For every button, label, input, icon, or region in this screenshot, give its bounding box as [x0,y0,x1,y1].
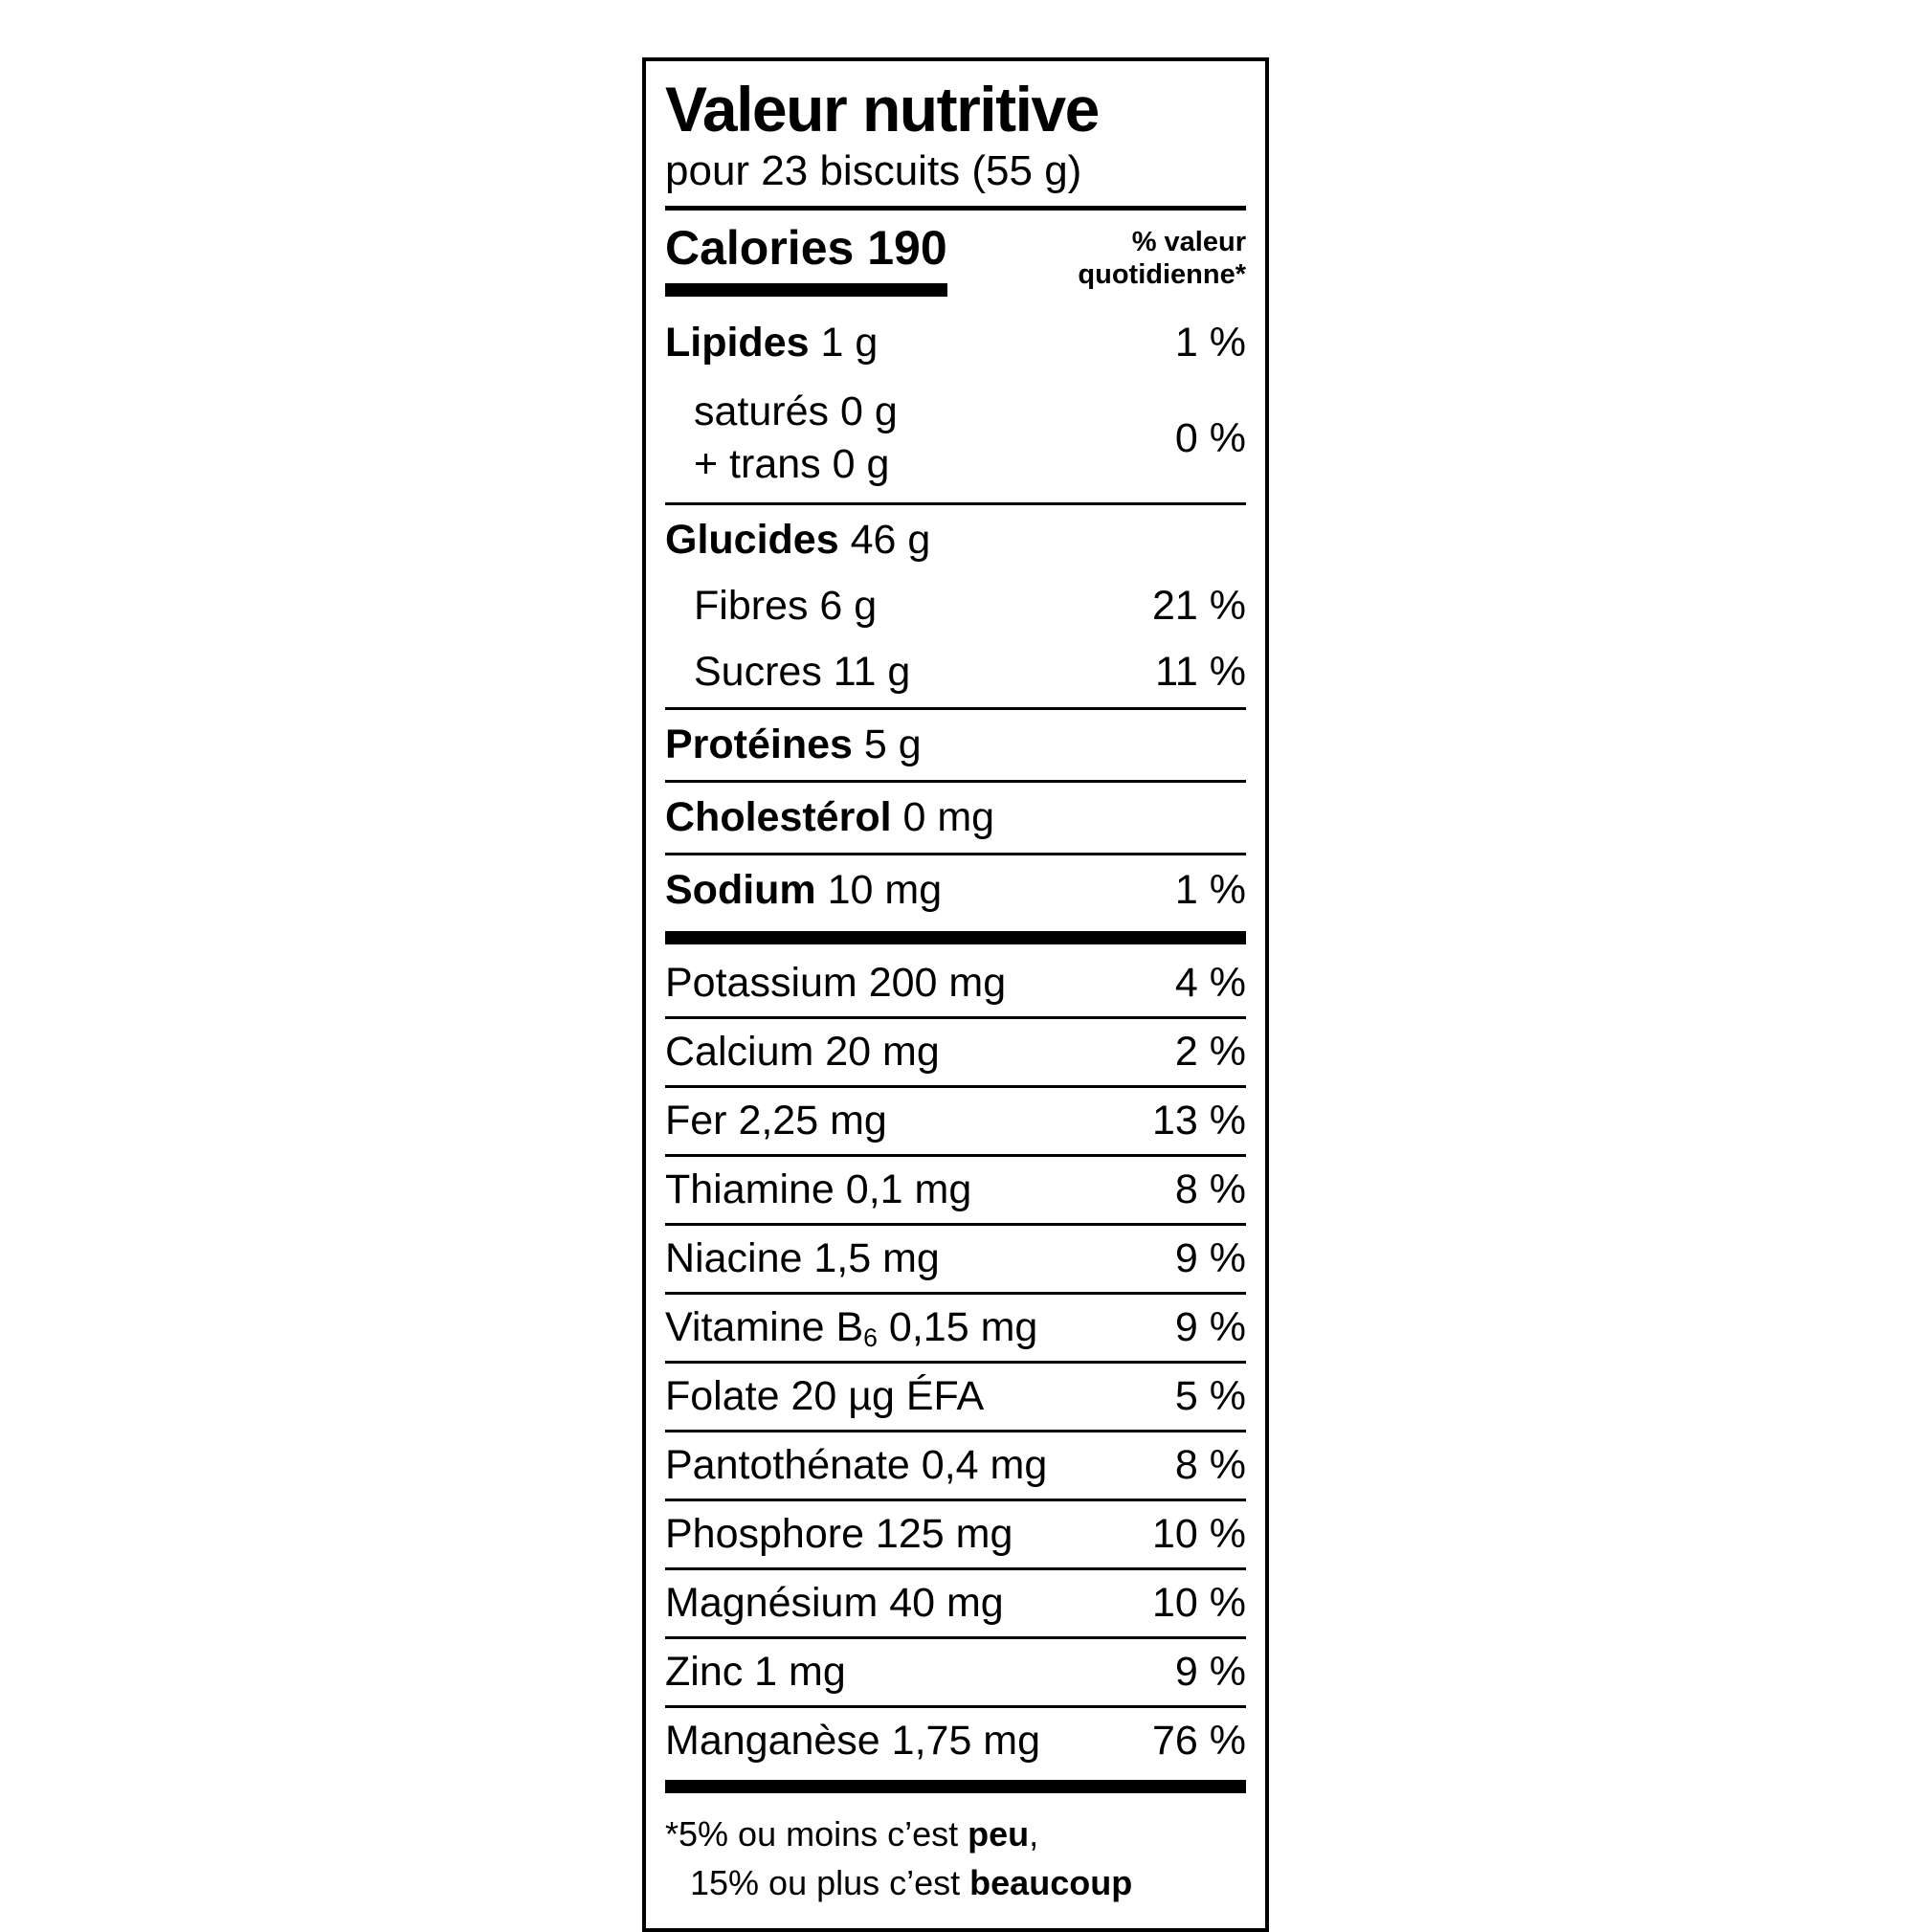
nutrient-daily-value: 1 % [1174,867,1246,914]
nutrient-name: Glucides 46 g [665,517,931,564]
nutrient-group: Cholestérol 0 mg [665,783,1246,853]
nutrient-name: Potassium 200 mg [665,960,1007,1007]
nutrient-row: Glucides 46 g [665,507,1246,573]
nutrient-daily-value: 5 % [1174,1373,1246,1420]
nutrient-row: saturés 0 g + trans 0 g 0 % [665,376,1246,500]
nutrient-daily-value: 9 % [1174,1304,1246,1351]
nutrient-row: Phosphore 125 mg 10 % [665,1501,1246,1567]
nutrient-name: Pantothénate 0,4 mg [665,1442,1048,1489]
nutrient-name: Niacine 1,5 mg [665,1235,940,1282]
nutrient-name: Phosphore 125 mg [665,1511,1013,1558]
nutrient-daily-value: 2 % [1174,1029,1246,1076]
nutrient-group: Lipides 1 g 1 % saturés 0 g + trans 0 g 0 % [665,308,1246,502]
nutrient-name: Vitamine B6 0,15 mg [665,1304,1038,1353]
label-title: Valeur nutritive [665,74,1100,144]
nutrient-row: Thiamine 0,1 mg 8 % [665,1157,1246,1223]
nutrient-row: Zinc 1 mg 9 % [665,1639,1246,1705]
nutrient-name: Sucres 11 g [694,649,911,696]
nutrient-daily-value: 11 % [1155,649,1246,696]
nutrient-row: Folate 20 µg ÉFA 5 % [665,1364,1246,1430]
row-divider [665,1016,1246,1020]
calories-row: Calories 190 % valeur quotidienne* [665,211,1246,308]
nutrient-daily-value: 10 % [1151,1580,1246,1627]
section-divider-thick-bottom [665,1780,1246,1794]
nutrient-name: Lipides 1 g [665,320,879,366]
nutrient-daily-value: 8 % [1174,1166,1246,1213]
nutrient-row: Sucres 11 g 11 % [665,639,1246,705]
nutrient-name: Magnésium 40 mg [665,1580,1004,1627]
row-divider [665,853,1246,856]
nutrient-daily-value: 8 % [1174,1442,1246,1489]
nutrient-row: Potassium 200 mg 4 % [665,950,1246,1016]
nutrient-group: Sodium 10 mg 1 % [665,855,1246,925]
nutrient-daily-value: 76 % [1151,1718,1246,1765]
row-divider [665,1361,1246,1365]
nutrient-daily-value: 0 % [1174,414,1246,461]
nutrient-name: Protéines 5 g [665,722,922,768]
nutrient-name: Thiamine 0,1 mg [665,1166,972,1213]
nutrient-name: Calcium 20 mg [665,1029,940,1076]
nutrient-name: Cholestérol 0 mg [665,794,995,841]
row-divider [665,1636,1246,1640]
row-divider [665,1430,1246,1433]
nutrient-daily-value: 10 % [1151,1511,1246,1558]
nutrient-name: Manganèse 1,75 mg [665,1718,1041,1765]
row-divider [665,1292,1246,1296]
row-divider [665,1085,1246,1089]
nutrient-name: Sodium 10 mg [665,867,943,914]
nutrient-row: Fer 2,25 mg 13 % [665,1088,1246,1154]
calories-value: Calories 190 [665,224,947,298]
nutrient-name: saturés 0 g + trans 0 g [694,389,898,488]
row-divider [665,1154,1246,1158]
nutrient-name: Folate 20 µg ÉFA [665,1373,985,1420]
nutrient-daily-value: 9 % [1174,1649,1246,1696]
nutrient-daily-value: 21 % [1151,583,1246,630]
nutrient-row: Protéines 5 g [665,712,1246,778]
footnote-line: *5% ou moins c’est peu, [665,1814,1039,1854]
nutrient-name: Zinc 1 mg [665,1649,846,1696]
nutrient-row: Niacine 1,5 mg 9 % [665,1226,1246,1292]
nutrient-group: Protéines 5 g [665,710,1246,780]
nutrient-row: Manganèse 1,75 mg 76 % [665,1708,1246,1774]
row-divider [665,1223,1246,1227]
serving-size-text: pour 23 biscuits (55 g) [665,146,1082,194]
row-divider [665,1499,1246,1502]
nutrient-row: Sodium 10 mg 1 % [665,857,1246,923]
daily-value-header-line1: % valeur [1131,227,1246,258]
footnote-line: 15% ou plus c’est beaucoup [690,1862,1133,1902]
row-divider [665,502,1246,506]
micronutrient-table: Potassium 200 mg 4 % Calcium 20 mg 2 % Fer 2… [665,950,1246,1774]
daily-value-header-line2: quotidienne* [1078,259,1246,291]
section-divider-thick-top [665,931,1246,945]
nutrient-daily-value: 1 % [1174,320,1246,366]
nutrient-row: Pantothénate 0,4 mg 8 % [665,1432,1246,1499]
nutrient-daily-value: 13 % [1151,1098,1246,1144]
nutrient-group: Glucides 46 g Fibres 6 g 21 % Sucres 11 g 11… [665,505,1246,707]
daily-value-footnote: *5% ou moins c’est peu, 15% ou plus c’est… [665,1799,1246,1907]
nutrition-facts-label: Valeur nutritive pour 23 biscuits (55 g)… [642,57,1269,1932]
nutrient-name: Fer 2,25 mg [665,1098,887,1144]
nutrient-row: Vitamine B6 0,15 mg 9 % [665,1295,1246,1361]
row-divider [665,707,1246,711]
nutrient-row: Lipides 1 g 1 % [665,310,1246,376]
nutrient-name: Fibres 6 g [694,583,878,630]
nutrient-row: Cholestérol 0 mg [665,785,1246,851]
nutrient-row: Magnésium 40 mg 10 % [665,1570,1246,1636]
nutrient-row: Fibres 6 g 21 % [665,573,1246,639]
nutrient-daily-value: 4 % [1174,960,1246,1007]
nutrient-daily-value: 9 % [1174,1235,1246,1282]
row-divider [665,1705,1246,1709]
header-divider [665,206,1246,211]
macronutrient-table: Lipides 1 g 1 % saturés 0 g + trans 0 g 0 % G… [665,308,1246,925]
row-divider [665,1567,1246,1571]
daily-value-header: % valeur quotidienne* [1078,224,1246,291]
nutrient-row: Calcium 20 mg 2 % [665,1019,1246,1085]
row-divider [665,780,1246,784]
